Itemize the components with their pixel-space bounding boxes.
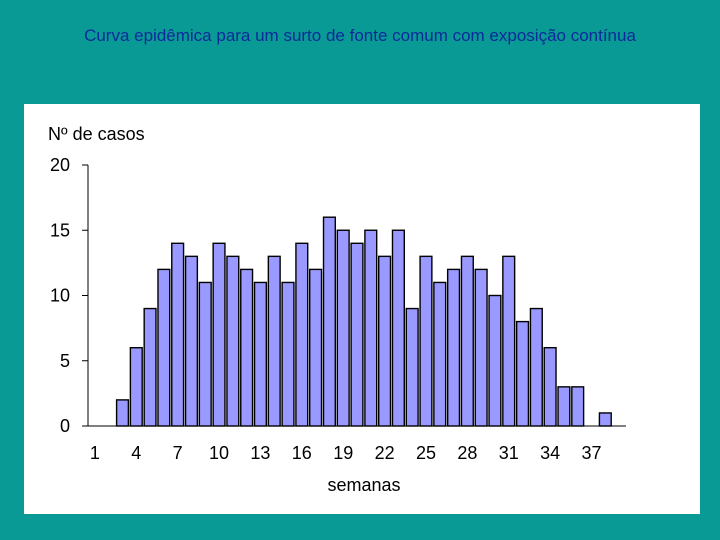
y-tick-label: 20 <box>50 155 70 175</box>
bar-week-20 <box>350 242 364 427</box>
x-tick-label: 34 <box>540 443 560 463</box>
bar-week-27 <box>446 268 461 427</box>
slide-title: Curva epidêmica para um surto de fonte c… <box>84 26 636 45</box>
y-tick-label: 10 <box>50 286 70 306</box>
bar-week-34 <box>543 346 557 427</box>
bar-week-8 <box>184 255 199 427</box>
x-tick-label: 37 <box>581 443 601 463</box>
bar-week-33 <box>529 307 543 427</box>
y-tick-label: 15 <box>50 220 70 240</box>
bar-week-18 <box>322 216 337 427</box>
bar-week-29 <box>474 268 488 427</box>
bar-week-32 <box>515 320 530 427</box>
bar-week-3 <box>115 399 130 427</box>
bar-week-10 <box>212 242 226 427</box>
x-tick-label: 28 <box>457 443 477 463</box>
bar-week-12 <box>240 268 254 427</box>
bar-week-30 <box>488 294 502 427</box>
x-tick-label: 25 <box>416 443 436 463</box>
bar-week-21 <box>364 229 378 427</box>
x-tick-label: 10 <box>209 443 229 463</box>
bar-week-17 <box>309 268 323 427</box>
bar-week-13 <box>253 281 268 427</box>
bar-week-9 <box>198 281 212 427</box>
x-tick-label: 22 <box>375 443 395 463</box>
x-tick-label: 1 <box>90 443 100 463</box>
bar-week-16 <box>295 242 309 427</box>
bar-week-36 <box>571 386 585 427</box>
bar-week-24 <box>405 307 419 427</box>
bar-week-19 <box>336 229 350 427</box>
x-tick-label: 4 <box>131 443 141 463</box>
bar-week-26 <box>433 281 447 427</box>
bar-week-31 <box>502 255 516 427</box>
x-tick-label: 31 <box>499 443 519 463</box>
bar-week-5 <box>143 307 157 427</box>
chart-panel: Nº de casos semanas 0 5 10 15 20 1 4 7 10 13 16 19… <box>24 104 700 514</box>
chart-bars <box>115 216 612 427</box>
bar-week-22 <box>377 255 392 427</box>
y-tick-label: 0 <box>60 416 70 436</box>
bar-week-38 <box>598 412 612 427</box>
x-tick-labels: 1 4 7 10 13 16 19 22 25 28 31 34 37 <box>90 443 602 463</box>
bar-week-6 <box>157 268 171 427</box>
epidemic-curve-chart: Nº de casos semanas 0 5 10 15 20 1 4 7 10 13 16 19… <box>48 124 626 495</box>
bar-week-11 <box>226 255 240 427</box>
y-tick-labels: 0 5 10 15 20 <box>50 155 88 436</box>
x-tick-label: 16 <box>292 443 312 463</box>
y-axis-label: Nº de casos <box>48 124 145 144</box>
x-tick-label: 13 <box>250 443 270 463</box>
bar-week-15 <box>281 281 295 427</box>
x-tick-label: 19 <box>333 443 353 463</box>
bar-week-7 <box>171 242 185 427</box>
bar-week-4 <box>129 346 143 427</box>
bar-week-25 <box>419 255 433 427</box>
bar-week-35 <box>557 386 571 427</box>
bar-week-14 <box>267 255 281 427</box>
bar-week-23 <box>391 229 405 427</box>
y-tick-label: 5 <box>60 351 70 371</box>
bar-week-28 <box>460 255 474 427</box>
x-axis-label: semanas <box>327 475 400 495</box>
x-tick-label: 7 <box>173 443 183 463</box>
